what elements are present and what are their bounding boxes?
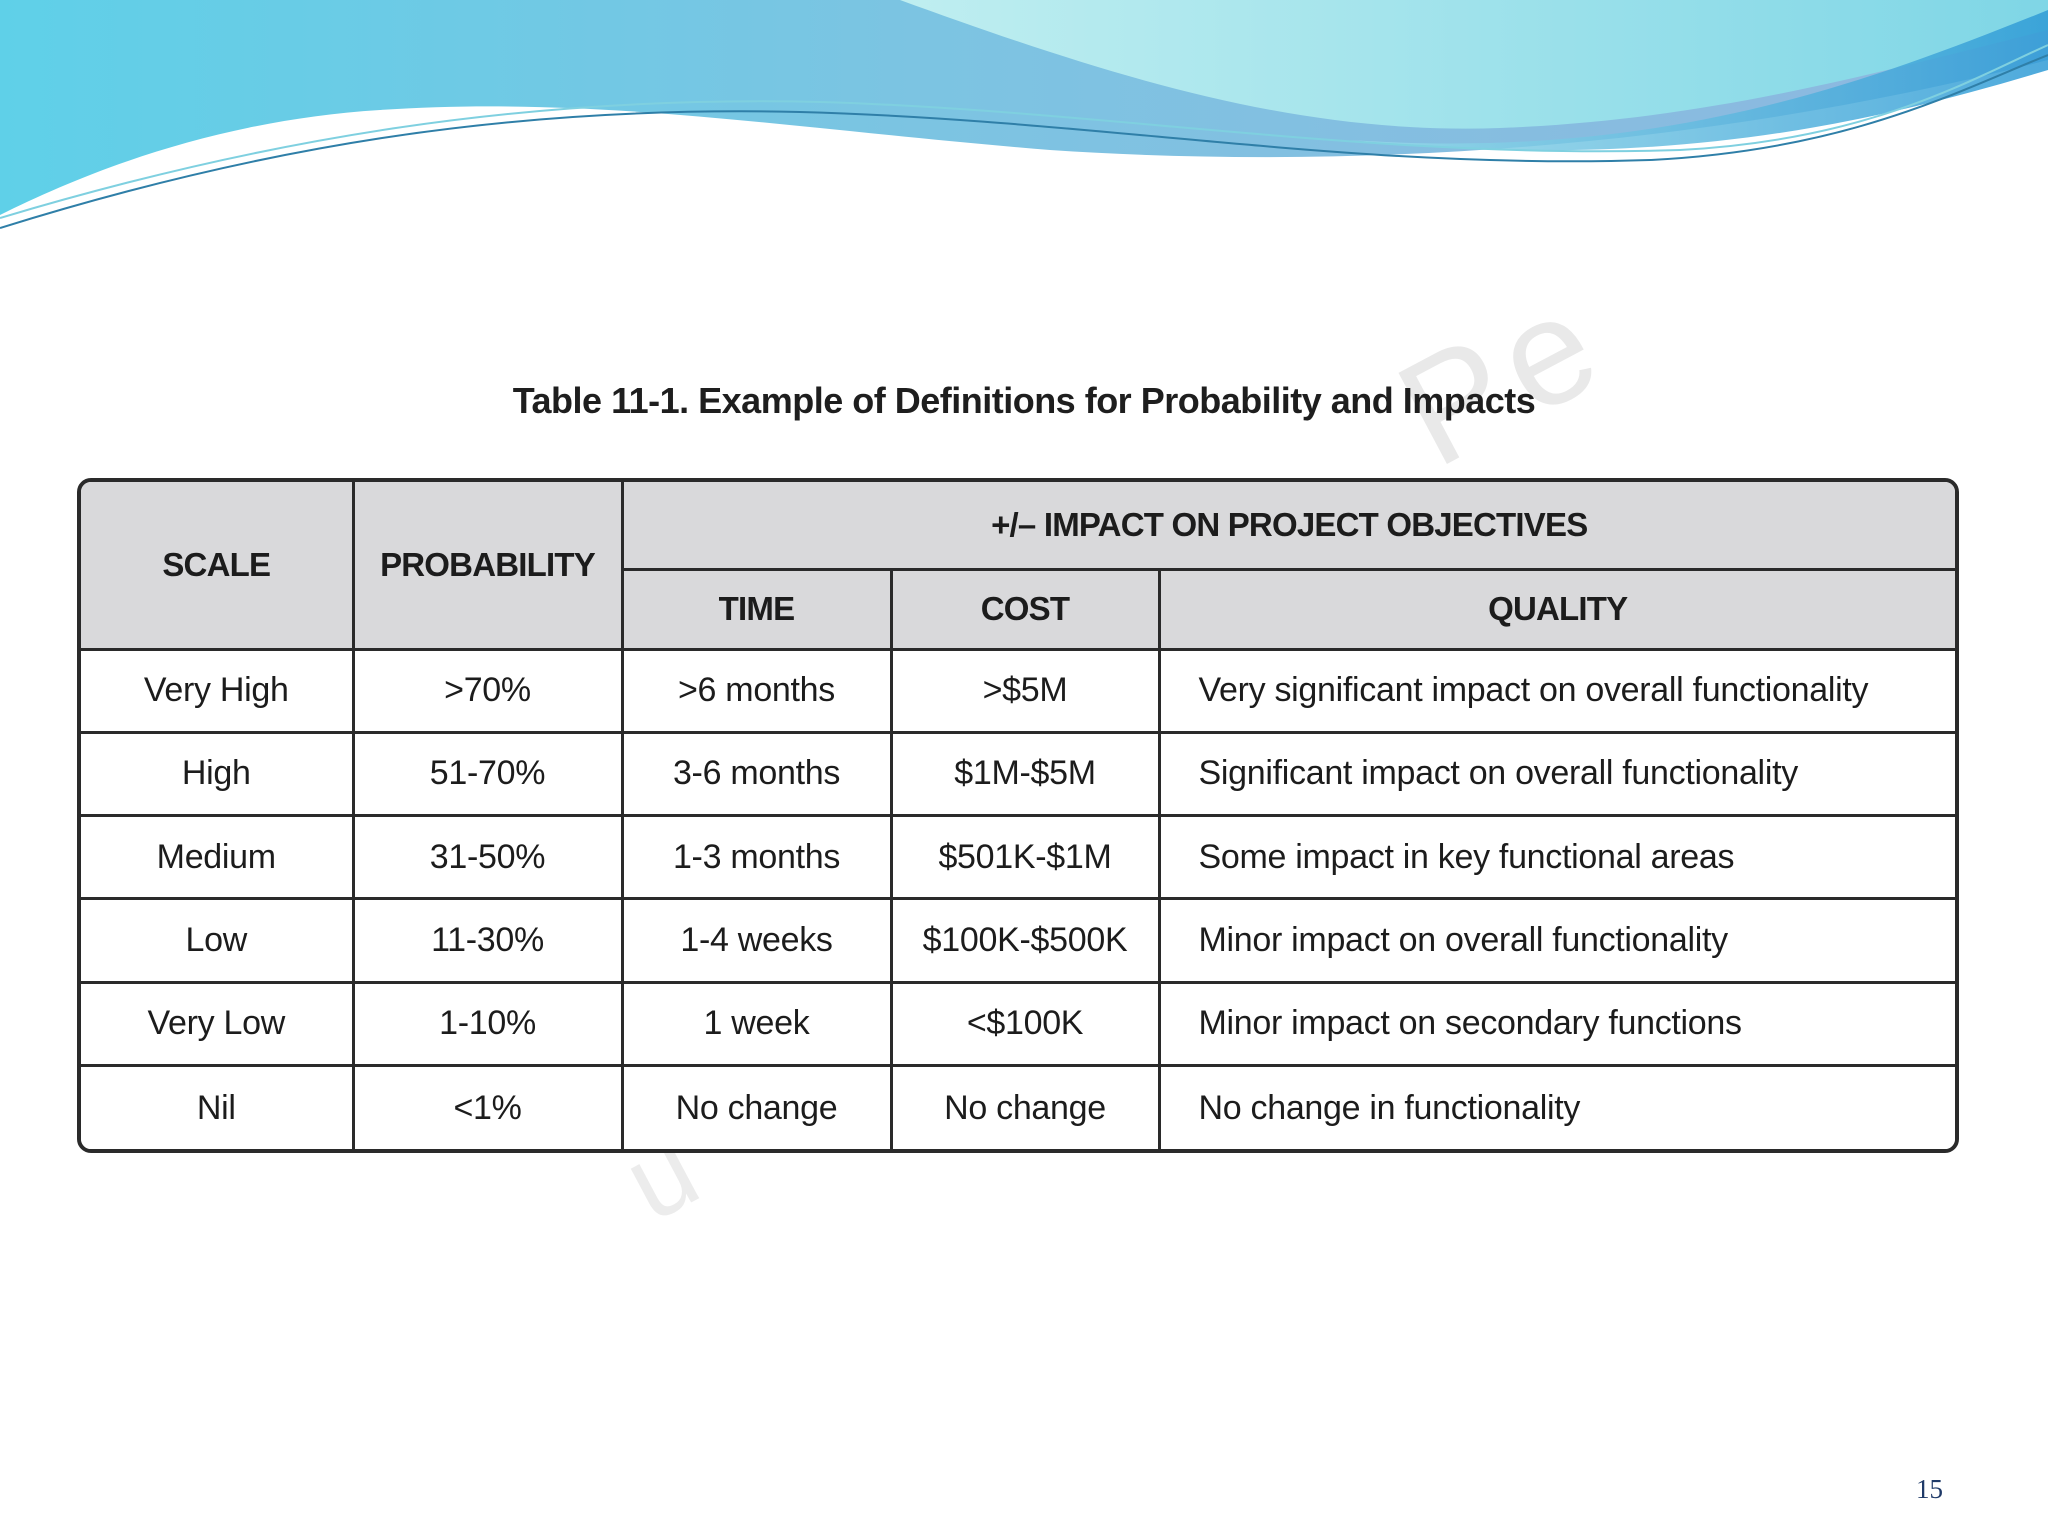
cell-scale: Very Low <box>81 980 355 1068</box>
cell-time: 1 week <box>620 980 893 1068</box>
table-row: Very Low 1-10% 1 week <$100K Minor impac… <box>81 980 1955 1068</box>
table-row: Low 11-30% 1-4 weeks $100K-$500K Minor i… <box>81 897 1955 984</box>
cell-scale: Very High <box>81 647 355 734</box>
cell-scale: Medium <box>81 814 355 901</box>
cell-quality: Some impact in key functional areas <box>1157 814 1955 901</box>
header-impact-group: +/– IMPACT ON PROJECT OBJECTIVES <box>620 482 1955 571</box>
cell-quality: Significant impact on overall functional… <box>1157 730 1955 818</box>
watermark-text: Pe <box>1372 254 1631 498</box>
header-scale: SCALE <box>81 482 355 651</box>
table-row: Nil <1% No change No change No change in… <box>81 1064 1955 1149</box>
table-row: Medium 31-50% 1-3 months $501K-$1M Some … <box>81 814 1955 901</box>
cell-quality: Minor impact on secondary functions <box>1157 980 1955 1068</box>
cell-quality: Minor impact on overall functionality <box>1157 897 1955 984</box>
cell-scale: High <box>81 730 355 818</box>
header-probability: PROBABILITY <box>351 482 624 651</box>
cell-cost: $1M-$5M <box>889 730 1161 818</box>
cell-probability: 51-70% <box>351 730 624 818</box>
cell-cost: <$100K <box>889 980 1161 1068</box>
cell-probability: 1-10% <box>351 980 624 1068</box>
cell-time: 1-4 weeks <box>620 897 893 984</box>
cell-time: 1-3 months <box>620 814 893 901</box>
decorative-wave-banner <box>0 0 2048 229</box>
probability-impact-table: SCALE PROBABILITY +/– IMPACT ON PROJECT … <box>77 478 1959 1153</box>
cell-cost: No change <box>889 1064 1161 1149</box>
header-cost: COST <box>889 567 1161 651</box>
cell-probability: 11-30% <box>351 897 624 984</box>
cell-time: >6 months <box>620 647 893 734</box>
cell-quality: No change in functionality <box>1157 1064 1955 1149</box>
cell-time: No change <box>620 1064 893 1149</box>
header-time: TIME <box>622 567 893 651</box>
table-row: High 51-70% 3-6 months $1M-$5M Significa… <box>81 730 1955 818</box>
cell-probability: <1% <box>351 1064 624 1149</box>
cell-probability: >70% <box>351 647 624 734</box>
cell-time: 3-6 months <box>620 730 893 818</box>
header-quality: QUALITY <box>1157 567 1955 651</box>
cell-scale: Nil <box>81 1064 355 1149</box>
cell-scale: Low <box>81 897 355 984</box>
table-caption: Table 11-1. Example of Definitions for P… <box>512 380 1536 421</box>
page-number: 15 <box>1916 1474 1943 1504</box>
cell-cost: $501K-$1M <box>889 814 1161 901</box>
table-row: Very High >70% >6 months >$5M Very signi… <box>81 647 1955 734</box>
cell-probability: 31-50% <box>351 814 624 901</box>
cell-cost: >$5M <box>889 647 1161 734</box>
cell-quality: Very significant impact on overall funct… <box>1157 647 1955 734</box>
cell-cost: $100K-$500K <box>889 897 1161 984</box>
